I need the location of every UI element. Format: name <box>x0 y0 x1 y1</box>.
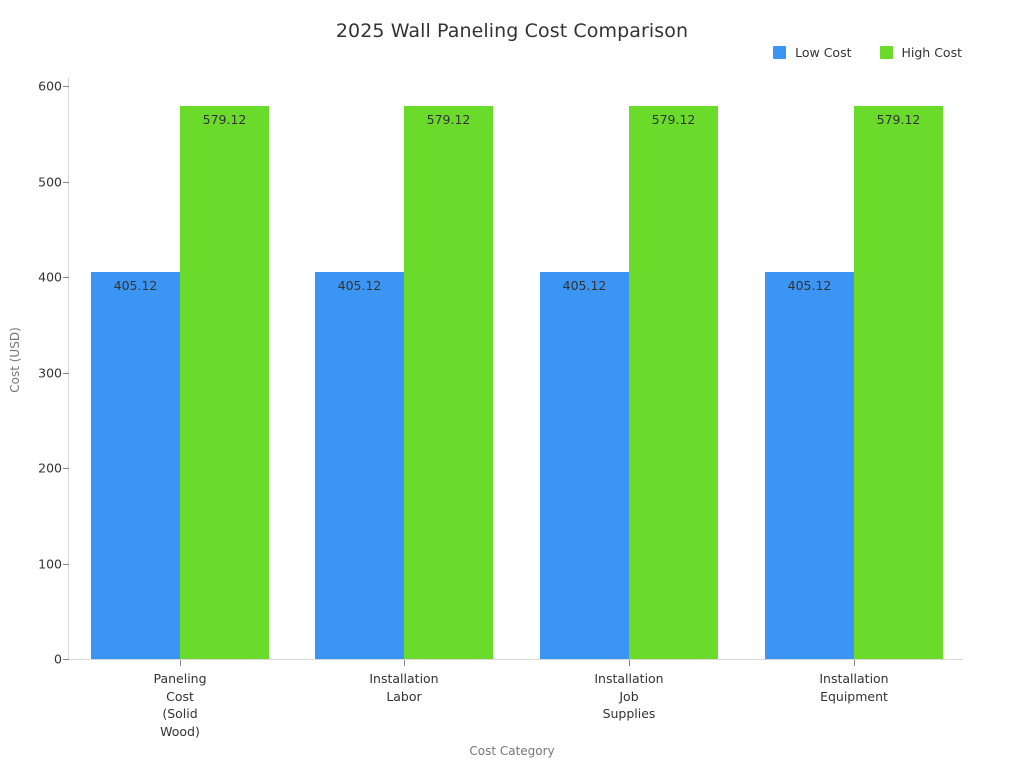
y-axis-tick-mark <box>63 468 69 469</box>
y-axis-tick-label: 100 <box>38 556 62 571</box>
x-axis-tick-mark <box>180 660 181 666</box>
bar[interactable]: 579.12 <box>404 105 493 659</box>
x-axis-tick-mark <box>404 660 405 666</box>
bar-value-label: 579.12 <box>426 111 471 127</box>
bar[interactable]: 405.12 <box>765 272 854 659</box>
bar-value-label: 405.12 <box>787 278 832 294</box>
y-axis-tick-mark <box>63 277 69 278</box>
y-axis-tick-mark <box>63 563 69 565</box>
y-axis-tick-label: 0 <box>54 651 62 667</box>
legend-item-low-cost[interactable]: Low Cost <box>773 45 852 60</box>
bar-value-label: 579.12 <box>651 111 696 127</box>
y-axis-tick-label: 600 <box>38 78 62 94</box>
bar[interactable]: 405.12 <box>91 272 180 659</box>
square-swatch-icon <box>773 46 787 59</box>
x-axis-category-label: Paneling Cost (Solid Wood) <box>153 671 207 739</box>
y-axis-title: Cost (USD) <box>8 327 22 393</box>
bar[interactable]: 579.12 <box>629 105 718 659</box>
chart-title: 2025 Wall Paneling Cost Comparison <box>335 20 689 42</box>
bar[interactable]: 579.12 <box>180 105 269 659</box>
plot-area: 405.12 579.12 405.12 579.12 405.12 579.12 405.… <box>68 86 963 659</box>
x-axis-category-label: Installation Job Supplies <box>594 671 664 721</box>
y-axis-tick-label: 400 <box>38 269 62 285</box>
y-axis-tick-label: 500 <box>38 174 62 189</box>
x-axis-tick-mark <box>629 660 630 666</box>
x-axis-tick-mark <box>854 660 855 666</box>
chart-legend: Low Cost High Cost <box>773 45 962 60</box>
legend-label: Low Cost <box>795 45 852 60</box>
bar-value-label: 579.12 <box>876 111 921 127</box>
y-axis-tick-label: 200 <box>38 460 62 476</box>
y-axis-tick-mark <box>63 659 69 660</box>
square-swatch-icon <box>879 46 893 59</box>
y-axis-tick-mark <box>63 372 69 374</box>
bar-value-label: 405.12 <box>562 278 607 294</box>
bar[interactable]: 405.12 <box>315 272 404 659</box>
x-axis-line <box>68 659 963 660</box>
x-axis-category-label: Installation Labor <box>369 671 439 704</box>
bar-value-label: 405.12 <box>337 278 382 294</box>
x-axis-title: Cost Category <box>469 744 555 758</box>
y-axis-tick-mark <box>63 86 69 87</box>
y-axis-line <box>68 78 69 659</box>
y-axis-tick-mark <box>63 181 69 183</box>
bar[interactable]: 579.12 <box>854 105 943 659</box>
legend-item-high-cost[interactable]: High Cost <box>879 45 963 60</box>
legend-label: High Cost <box>901 45 963 60</box>
bar-value-label: 405.12 <box>113 278 158 294</box>
x-axis-category-label: Installation Equipment <box>819 671 889 704</box>
bar-value-label: 579.12 <box>202 111 247 127</box>
y-axis-tick-label: 300 <box>38 365 62 380</box>
bar[interactable]: 405.12 <box>540 272 629 659</box>
